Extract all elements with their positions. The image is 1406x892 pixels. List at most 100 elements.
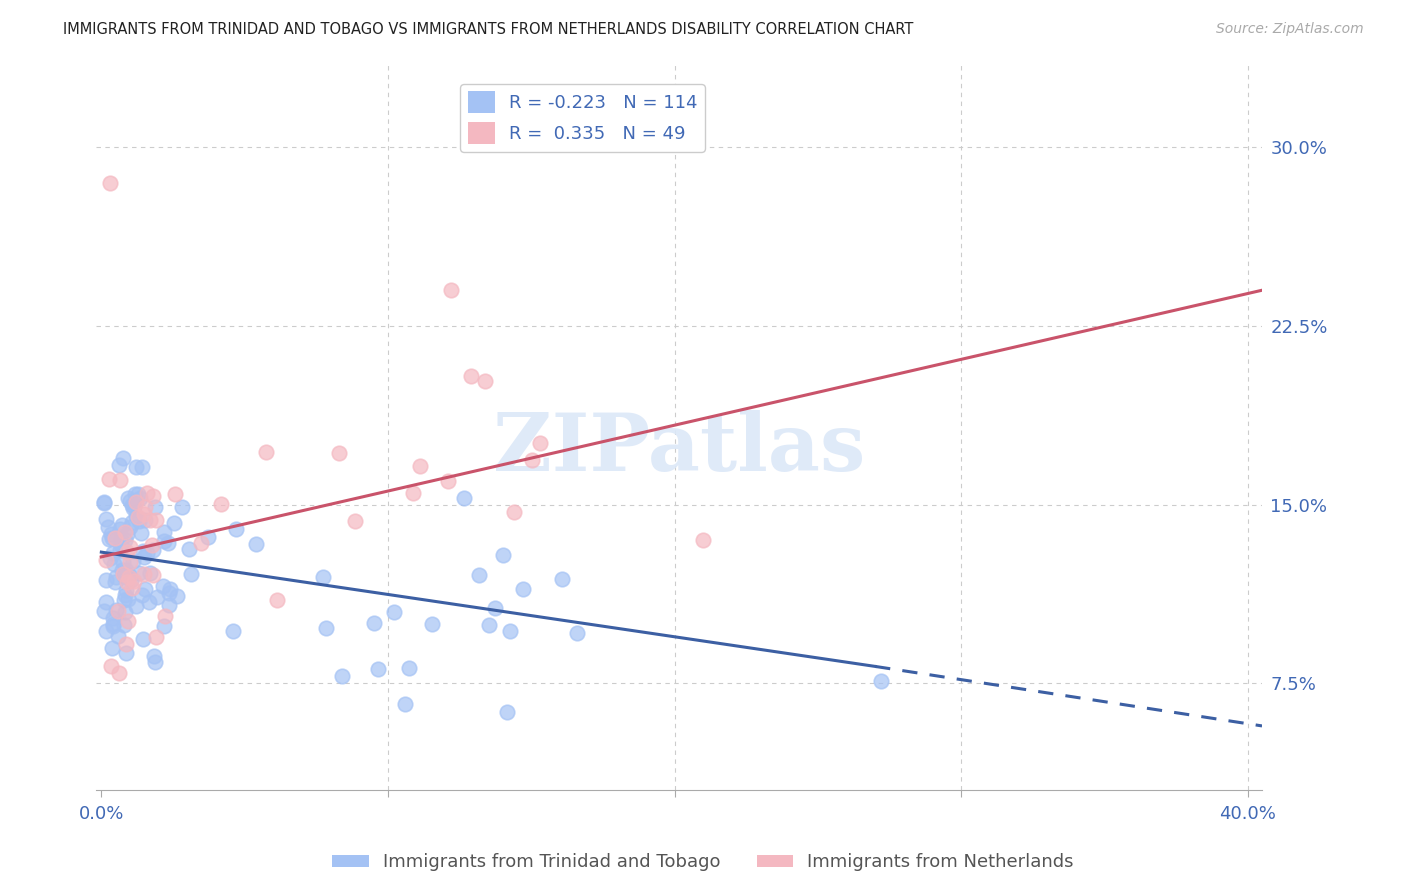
Point xyxy=(153,534,176,549)
Point xyxy=(142,489,165,503)
Point xyxy=(142,567,165,582)
Point xyxy=(101,611,124,625)
Point xyxy=(145,500,167,514)
Point xyxy=(157,586,180,600)
Point xyxy=(101,546,124,560)
Point xyxy=(142,543,165,558)
Point xyxy=(128,514,150,528)
Point xyxy=(139,566,162,580)
Point xyxy=(869,673,891,688)
Point xyxy=(114,524,136,539)
Point xyxy=(94,595,117,609)
Point xyxy=(134,513,156,527)
Point xyxy=(112,567,135,582)
Point xyxy=(122,500,145,515)
Point xyxy=(143,655,166,669)
Point xyxy=(363,616,385,631)
Point xyxy=(382,605,405,619)
Point xyxy=(134,507,156,521)
Point xyxy=(138,513,160,527)
Point xyxy=(143,648,166,663)
Point xyxy=(120,574,142,588)
Text: ZIPatlas: ZIPatlas xyxy=(492,410,865,488)
Point xyxy=(128,491,150,505)
Point xyxy=(112,569,135,583)
Point xyxy=(145,513,167,527)
Text: IMMIGRANTS FROM TRINIDAD AND TOBAGO VS IMMIGRANTS FROM NETHERLANDS DISABILITY CO: IMMIGRANTS FROM TRINIDAD AND TOBAGO VS I… xyxy=(63,22,914,37)
Point xyxy=(100,658,122,673)
Point xyxy=(115,582,138,597)
Point xyxy=(344,514,367,528)
Point xyxy=(101,531,124,545)
Point xyxy=(107,629,129,643)
Point xyxy=(127,486,149,500)
Point xyxy=(121,554,143,568)
Point xyxy=(101,616,124,631)
Point xyxy=(170,500,193,514)
Point xyxy=(153,524,176,539)
Point xyxy=(135,546,157,560)
Legend: R = -0.223   N = 114, R =  0.335   N = 49: R = -0.223 N = 114, R = 0.335 N = 49 xyxy=(460,84,704,152)
Point xyxy=(190,536,212,550)
Point xyxy=(104,574,127,589)
Point xyxy=(131,526,153,541)
Point xyxy=(328,446,350,460)
Point xyxy=(112,617,135,632)
Point xyxy=(145,630,167,644)
Point xyxy=(157,598,180,612)
Point xyxy=(460,368,482,383)
Point xyxy=(114,605,136,619)
Point xyxy=(125,509,148,524)
Point xyxy=(105,603,128,617)
Point xyxy=(492,548,515,562)
Point xyxy=(110,538,132,552)
Point xyxy=(132,567,155,582)
Point xyxy=(225,523,247,537)
Point xyxy=(98,551,121,566)
Point xyxy=(134,500,156,514)
Point xyxy=(495,705,517,719)
Point xyxy=(127,509,149,524)
Point xyxy=(112,555,135,569)
Point xyxy=(478,618,501,632)
Point xyxy=(117,614,139,628)
Point xyxy=(115,564,138,578)
Point xyxy=(409,459,432,474)
Point xyxy=(512,582,534,597)
Point xyxy=(104,531,127,545)
Point xyxy=(132,632,155,646)
Point xyxy=(398,661,420,675)
Point xyxy=(163,516,186,530)
Point xyxy=(209,497,232,511)
Point xyxy=(121,515,143,529)
Point xyxy=(107,604,129,618)
Point xyxy=(529,435,551,450)
Point xyxy=(114,646,136,660)
Point xyxy=(110,537,132,551)
Point xyxy=(94,512,117,526)
Point xyxy=(332,669,354,683)
Point xyxy=(100,527,122,541)
Point xyxy=(117,574,139,589)
Point xyxy=(112,592,135,607)
Point xyxy=(394,698,416,712)
Point xyxy=(118,570,141,584)
Point xyxy=(125,494,148,508)
Point xyxy=(118,494,141,508)
Point xyxy=(166,589,188,603)
Point xyxy=(110,517,132,532)
Point xyxy=(103,618,125,632)
Point xyxy=(401,486,423,500)
Point xyxy=(121,499,143,513)
Point xyxy=(117,591,139,606)
Point xyxy=(96,553,118,567)
Point xyxy=(118,519,141,533)
Point xyxy=(125,599,148,613)
Point xyxy=(108,473,131,487)
Point xyxy=(146,590,169,604)
Point xyxy=(111,450,134,465)
Point xyxy=(120,540,142,554)
Point xyxy=(108,666,131,681)
Point xyxy=(104,570,127,584)
Point xyxy=(159,582,181,597)
